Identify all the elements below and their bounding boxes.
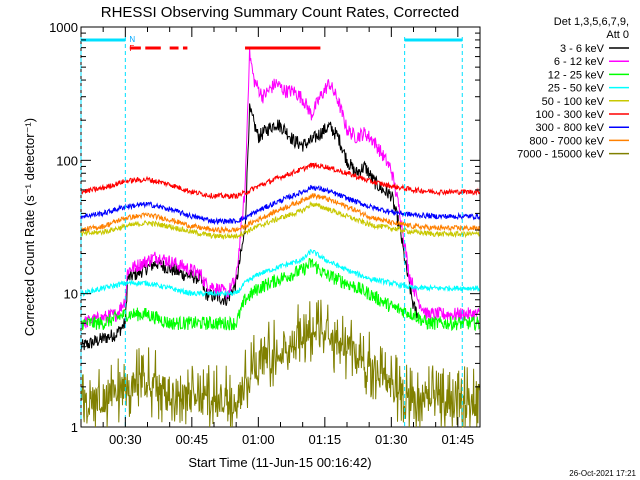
flare-label: F [129, 44, 134, 53]
series-line [80, 184, 480, 226]
legend-entry-label: 6 - 12 keV [554, 56, 605, 68]
night-label: N [129, 35, 135, 44]
series-line [80, 299, 480, 428]
x-tick-label: 01:00 [242, 432, 275, 447]
y-tick-label: 1000 [49, 20, 78, 35]
x-tick-label: 01:15 [309, 432, 342, 447]
series-line [80, 162, 480, 200]
legend-entry-label: 100 - 300 keV [536, 109, 605, 121]
series-line [80, 249, 480, 298]
legend-entry-label: 50 - 100 keV [542, 96, 605, 108]
legend-entry-label: 7000 - 15000 keV [517, 149, 605, 161]
marker-layer: NF [80, 35, 463, 427]
series-line [80, 46, 480, 329]
series-line [80, 258, 480, 332]
chart-title: RHESSI Observing Summary Count Rates, Co… [101, 4, 459, 21]
x-tick-label: 00:30 [109, 432, 142, 447]
y-tick-label: 100 [56, 153, 78, 168]
x-tick-label: 01:45 [442, 432, 475, 447]
legend-entry-label: 3 - 6 keV [560, 43, 605, 55]
series-line [80, 192, 480, 234]
legend-entry-label: 12 - 25 keV [548, 69, 605, 81]
x-tick-label: 01:30 [375, 432, 408, 447]
y-tick-label: 1 [71, 420, 78, 435]
y-axis-label: Corrected Count Rate (s⁻¹ detector⁻¹) [22, 118, 37, 336]
legend-header-line1: Det 1,3,5,6,7,9, [554, 16, 629, 28]
legend-entry-label: 25 - 50 keV [548, 83, 605, 95]
series-line [80, 103, 419, 351]
x-axis-label: Start Time (11-Jun-15 00:16:42) [188, 455, 371, 470]
y-tick-label: 10 [64, 287, 78, 302]
x-tick-label: 00:45 [176, 432, 209, 447]
series-line [80, 200, 480, 241]
legend-header-line2: Att 0 [606, 29, 629, 41]
legend-entry-label: 300 - 800 keV [536, 122, 605, 134]
timestamp: 26-Oct-2021 17:21 [569, 469, 636, 478]
series-layer [80, 46, 480, 428]
tick-layer: 1 10 100 1000 00:30 00:45 01:00 01:15 01:30 01:45 [49, 20, 481, 447]
legend-entry-label: 800 - 7000 keV [529, 135, 604, 147]
